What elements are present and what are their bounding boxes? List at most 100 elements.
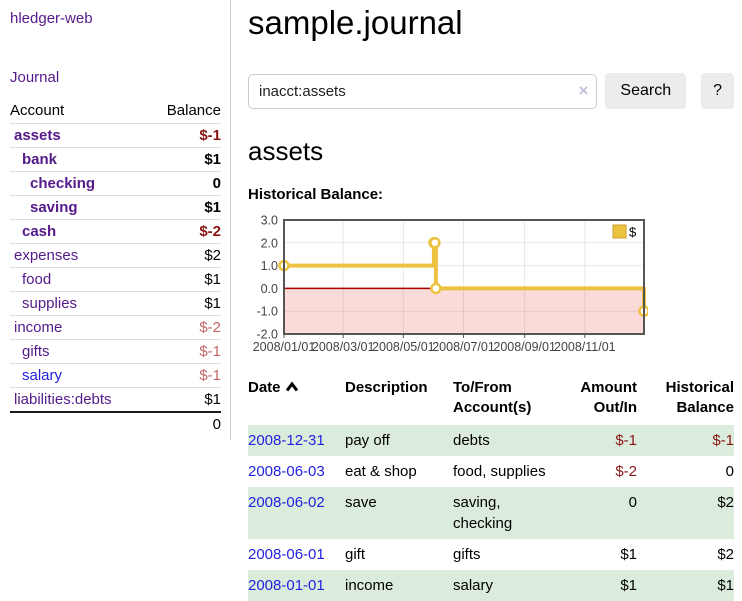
chart-title: Historical Balance: <box>248 186 384 203</box>
register-header-accounts: To/From Account(s) <box>453 379 532 417</box>
accounts-total-row: 0 <box>10 411 221 436</box>
register-table: Date Description To/From Account(s) Amou… <box>248 374 734 601</box>
register-header-date: Date <box>248 374 345 425</box>
transaction-description: pay off <box>345 431 390 449</box>
account-row: assets $-1 <box>10 124 221 148</box>
svg-text:2.0: 2.0 <box>261 236 278 250</box>
account-link-expenses[interactable]: expenses <box>14 247 79 264</box>
transaction-balance: $2 <box>717 545 734 563</box>
account-link-bank[interactable]: bank <box>22 151 58 168</box>
search-input[interactable] <box>248 73 598 109</box>
accounts-header-balance: Balance <box>147 98 221 124</box>
transaction-description: eat & shop <box>345 462 417 480</box>
account-row: gifts $-1 <box>10 339 221 364</box>
main-content: sample.journal × Search ? assets Histori… <box>248 0 734 601</box>
account-row: supplies $1 <box>10 291 221 316</box>
help-button[interactable]: ? <box>701 73 734 109</box>
transaction-date-link[interactable]: 2008-12-31 <box>248 431 325 449</box>
svg-text:-1.0: -1.0 <box>256 305 278 319</box>
accounts-header-account: Account <box>10 98 148 124</box>
account-balance: $2 <box>147 243 221 268</box>
account-link-food[interactable]: food <box>22 271 52 288</box>
account-link-liabilities-debts[interactable]: liabilities:debts <box>14 391 112 408</box>
svg-text:-2.0: -2.0 <box>256 328 278 342</box>
accounts-table: Account Balance assets $-1 bank $1 checkin… <box>10 98 221 436</box>
register-header-amount: Amount Out/In <box>580 379 637 417</box>
account-row: liabilities:debts $1 <box>10 387 221 412</box>
account-row: salary $-1 <box>10 363 221 388</box>
app-title-link[interactable]: hledger-web <box>10 10 93 27</box>
transaction-balance: $-1 <box>712 431 734 449</box>
svg-text:1.0: 1.0 <box>261 259 278 273</box>
search-form: × Search ? <box>248 73 734 109</box>
svg-text:2008/09/01: 2008/09/01 <box>493 340 556 354</box>
account-balance: $1 <box>147 195 221 220</box>
account-link-assets[interactable]: assets <box>14 127 61 144</box>
account-link-income[interactable]: income <box>14 319 63 336</box>
account-row: expenses $2 <box>10 243 221 268</box>
account-heading: assets <box>248 136 324 166</box>
transaction-balance: $2 <box>717 493 734 511</box>
account-balance: $1 <box>147 267 221 292</box>
register-row: 2008-06-02 save saving, checking 0 $2 <box>248 486 734 539</box>
account-row: saving $1 <box>10 195 221 220</box>
transaction-balance: 0 <box>725 462 734 480</box>
account-balance: $1 <box>147 387 221 412</box>
account-balance: $1 <box>147 147 221 172</box>
account-balance: $-1 <box>147 339 221 364</box>
transaction-date-link[interactable]: 2008-06-03 <box>248 462 325 480</box>
register-row: 2008-12-31 pay off debts $-1 $-1 <box>248 424 734 456</box>
transaction-amount: $1 <box>620 545 637 563</box>
accounts-total-value: 0 <box>147 411 221 436</box>
search-button[interactable]: Search <box>605 73 687 109</box>
sidebar: hledger-web Journal Account Balance asse… <box>0 0 231 440</box>
svg-text:2008/03/01: 2008/03/01 <box>312 340 375 354</box>
svg-text:2008/05/01: 2008/05/01 <box>372 340 435 354</box>
historical-balance-chart: 3.0 2.0 1.0 0.0 -1.0 -2.0 2008/01/01 2008/03/01… <box>248 210 650 362</box>
account-balance: 0 <box>147 171 221 196</box>
transaction-date-link[interactable]: 2008-06-01 <box>248 545 325 563</box>
account-balance: $-2 <box>147 315 221 340</box>
account-link-gifts[interactable]: gifts <box>22 343 50 360</box>
page-title: sample.journal <box>248 4 463 41</box>
account-link-checking[interactable]: checking <box>30 175 96 192</box>
svg-text:0.0: 0.0 <box>261 282 278 296</box>
account-row: food $1 <box>10 267 221 292</box>
register-header-description: Description <box>345 379 428 396</box>
account-balance: $-1 <box>199 127 221 144</box>
sort-ascending-icon <box>285 381 298 392</box>
transaction-amount: $-1 <box>615 431 637 449</box>
account-link-cash[interactable]: cash <box>22 223 57 240</box>
svg-text:2008/07/01: 2008/07/01 <box>432 340 495 354</box>
svg-text:$: $ <box>629 225 637 240</box>
register-header-balance: Historical Balance <box>665 379 734 417</box>
account-row: income $-2 <box>10 315 221 340</box>
transaction-date-link[interactable]: 2008-06-02 <box>248 493 325 511</box>
svg-text:2008/11/01: 2008/11/01 <box>554 340 616 354</box>
clear-search-icon[interactable]: × <box>578 80 589 100</box>
account-balance: $-2 <box>147 219 221 244</box>
svg-text:2008/01/01: 2008/01/01 <box>253 340 316 354</box>
account-balance: $1 <box>147 291 221 316</box>
transaction-accounts: food, supplies <box>453 462 546 480</box>
transaction-balance: $1 <box>717 576 734 594</box>
account-link-saving[interactable]: saving <box>30 199 78 216</box>
transaction-accounts: salary <box>453 576 494 594</box>
svg-text:3.0: 3.0 <box>261 214 278 228</box>
transaction-amount: 0 <box>628 493 637 511</box>
register-row: 2008-06-03 eat & shop food, supplies $-2… <box>248 456 734 487</box>
transaction-amount: $-2 <box>615 462 637 480</box>
account-balance: $-1 <box>147 363 221 388</box>
transaction-description: income <box>345 576 394 594</box>
sidebar-item-journal[interactable]: Journal <box>10 69 60 86</box>
transaction-description: save <box>345 493 377 511</box>
transaction-amount: $1 <box>620 576 637 594</box>
transaction-accounts: gifts <box>453 545 481 563</box>
account-link-salary[interactable]: salary <box>22 367 63 384</box>
transaction-accounts: debts <box>453 431 490 449</box>
account-link-supplies[interactable]: supplies <box>22 295 78 312</box>
register-row: 2008-01-01 income salary $1 $1 <box>248 569 734 601</box>
transaction-date-link[interactable]: 2008-01-01 <box>248 576 325 594</box>
account-row: bank $1 <box>10 147 221 172</box>
account-row: checking 0 <box>10 171 221 196</box>
